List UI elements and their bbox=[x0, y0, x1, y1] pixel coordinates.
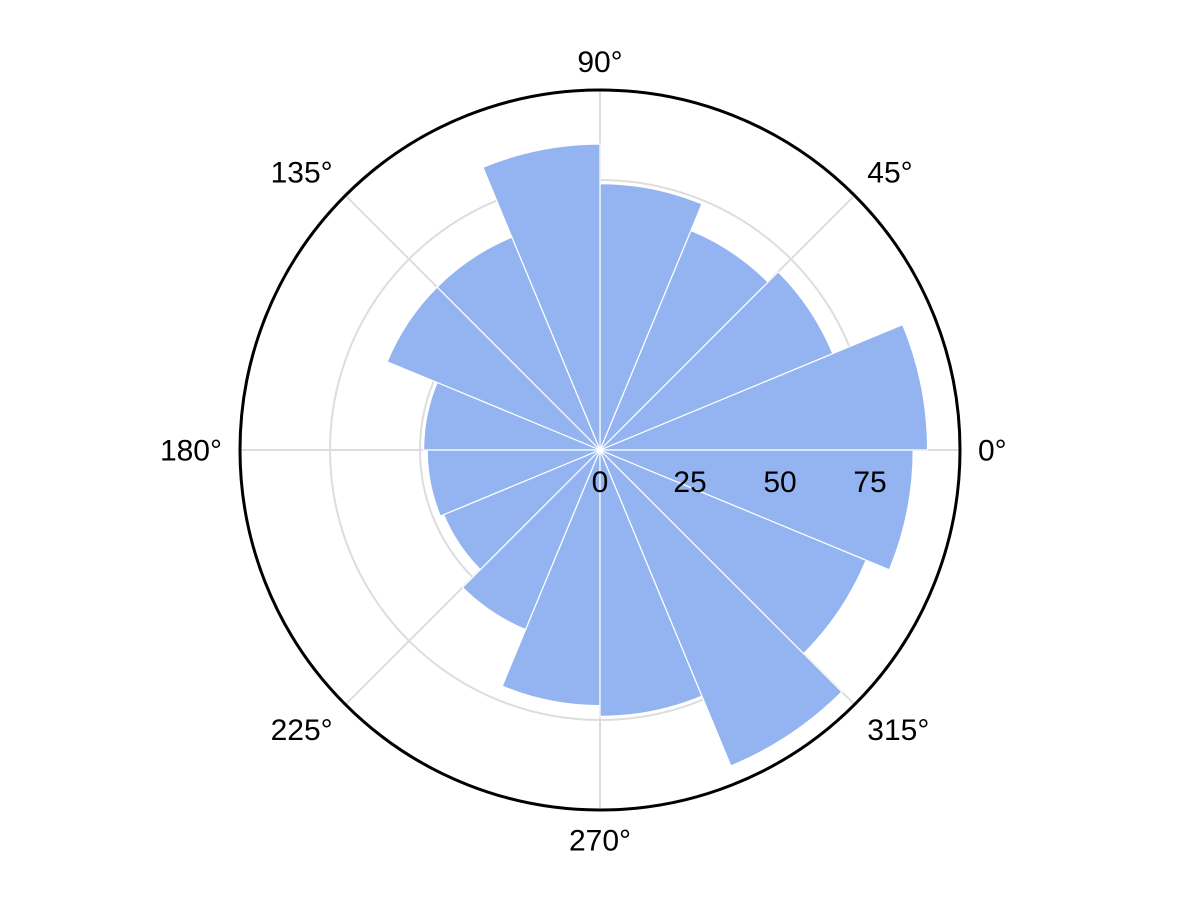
polar-bar-0 bbox=[599, 323, 929, 451]
label-layer: 0° 45° 90° 135° 180° 225° 270° 315° 0 25 50 75 bbox=[160, 46, 1007, 858]
polar-bar-4 bbox=[482, 143, 601, 451]
angular-tick-label-45: 45° bbox=[867, 157, 912, 190]
angular-tick-label-315: 315° bbox=[867, 714, 929, 747]
angular-tick-label-0: 0° bbox=[978, 435, 1007, 468]
radial-tick-label-50: 50 bbox=[763, 466, 796, 499]
radial-tick-label-75: 75 bbox=[853, 466, 886, 499]
polar-bar-8 bbox=[426, 449, 601, 517]
angular-tick-label-90: 90° bbox=[577, 46, 622, 79]
polar-spine bbox=[238, 88, 962, 812]
radial-tick-label-0: 0 bbox=[592, 466, 609, 499]
polar-bar-6 bbox=[386, 286, 601, 451]
polar-bar-13 bbox=[599, 449, 843, 767]
spine-layer bbox=[238, 88, 962, 812]
polar-bar-1 bbox=[599, 270, 834, 451]
bars-layer bbox=[386, 143, 929, 767]
radial-tick-label-25: 25 bbox=[673, 466, 706, 499]
angular-tick-label-225: 225° bbox=[271, 714, 333, 747]
angular-tick-label-135: 135° bbox=[271, 157, 333, 190]
angular-tick-label-180: 180° bbox=[160, 435, 222, 468]
angular-tick-label-270: 270° bbox=[569, 825, 631, 858]
polar-bar-7 bbox=[422, 381, 601, 451]
polar-bar-15 bbox=[599, 449, 914, 571]
